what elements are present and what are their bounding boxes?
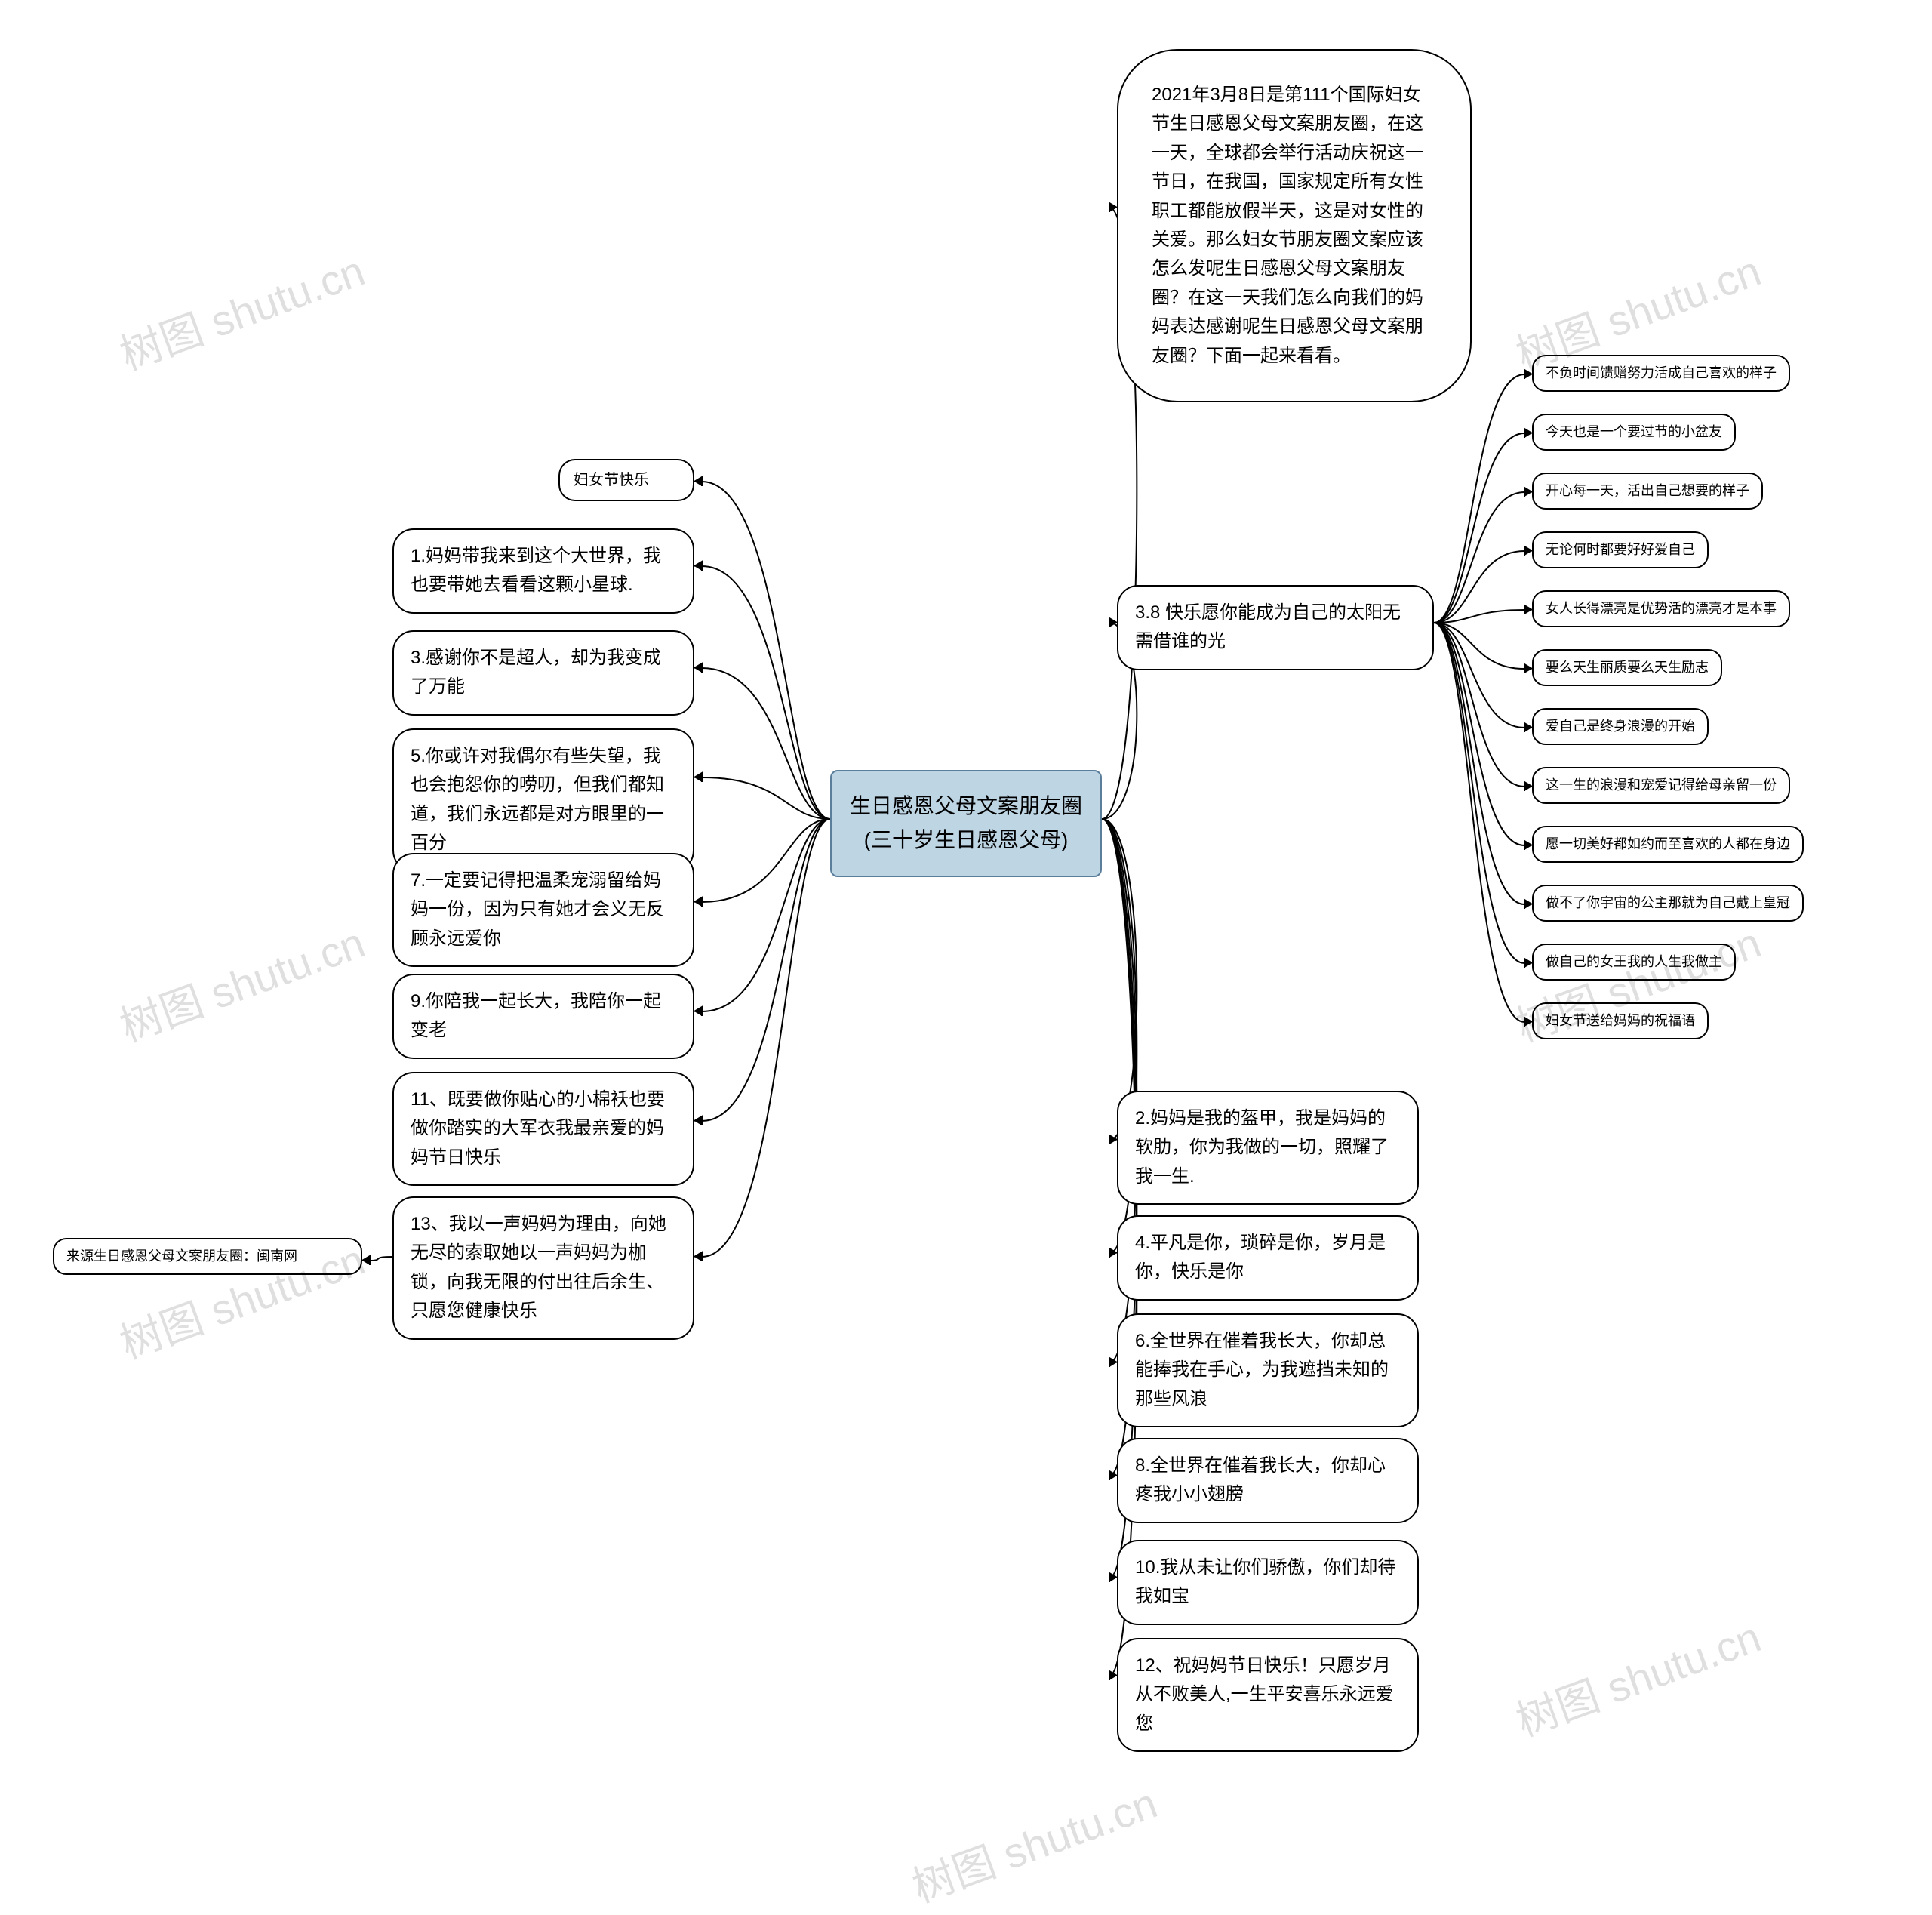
- right-bottom-5: 12、祝妈妈节日快乐！只愿岁月从不败美人,一生平安喜乐永远爱您: [1117, 1638, 1419, 1752]
- r38-child-1: 今天也是一个要过节的小盆友: [1532, 414, 1736, 451]
- watermark-2: 树图 shutu.cn: [110, 909, 372, 1054]
- r38-child-3: 无论何时都要好好爱自己: [1532, 531, 1709, 568]
- right-bottom-1: 4.平凡是你，琐碎是你，岁月是你，快乐是你: [1117, 1215, 1419, 1301]
- r38-child-2: 开心每一天，活出自己想要的样子: [1532, 473, 1763, 510]
- r38-child-8: 愿一切美好都如约而至喜欢的人都在身边: [1532, 826, 1804, 863]
- center-node: 生日感恩父母文案朋友圈(三十岁生日感恩父母): [830, 770, 1102, 877]
- r38-child-0: 不负时间馈赠努力活成自己喜欢的样子: [1532, 355, 1790, 392]
- left-node-1: 1.妈妈带我来到这个大世界，我也要带她去看看这颗小星球.: [392, 528, 694, 614]
- r38-child-6: 爱自己是终身浪漫的开始: [1532, 708, 1709, 745]
- r38-child-4: 女人长得漂亮是优势活的漂亮才是本事: [1532, 590, 1790, 627]
- r38-child-5: 要么天生丽质要么天生励志: [1532, 649, 1722, 686]
- right-bottom-3: 8.全世界在催着我长大，你却心疼我小小翅膀: [1117, 1438, 1419, 1523]
- right-bottom-0: 2.妈妈是我的盔甲，我是妈妈的软肋，你为我做的一切，照耀了我一生.: [1117, 1091, 1419, 1205]
- right-bottom-2: 6.全世界在催着我长大，你却总能捧我在手心，为我遮挡未知的那些风浪: [1117, 1313, 1419, 1427]
- r38-node: 3.8 快乐愿你能成为自己的太阳无需借谁的光: [1117, 585, 1434, 670]
- source-node: 来源生日感恩父母文案朋友圈：闽南网: [53, 1238, 362, 1275]
- left-node-2: 3.感谢你不是超人，却为我变成了万能: [392, 630, 694, 716]
- r38-child-9: 做不了你宇宙的公主那就为自己戴上皇冠: [1532, 885, 1804, 922]
- left-node-3: 5.你或许对我偶尔有些失望，我也会抱怨你的唠叨，但我们都知道，我们永远都是对方眼…: [392, 728, 694, 872]
- left-node-5: 9.你陪我一起长大，我陪你一起变老: [392, 974, 694, 1059]
- left-node-4: 7.一定要记得把温柔宠溺留给妈妈一份，因为只有她才会义无反顾永远爱你: [392, 853, 694, 967]
- r38-child-10: 做自己的女王我的人生我做主: [1532, 944, 1736, 981]
- watermark-6: 树图 shutu.cn: [1506, 1603, 1768, 1748]
- right-top-paragraph: 2021年3月8日是第111个国际妇女节生日感恩父母文案朋友圈，在这一天，全球都…: [1117, 49, 1472, 402]
- left-node-7: 13、我以一声妈妈为理由，向她无尽的索取她以一声妈妈为枷锁，向我无限的付出往后余…: [392, 1196, 694, 1340]
- r38-child-11: 妇女节送给妈妈的祝福语: [1532, 1002, 1709, 1039]
- right-bottom-4: 10.我从未让你们骄傲，你们却待我如宝: [1117, 1540, 1419, 1625]
- left-node-0: 妇女节快乐: [558, 459, 694, 501]
- r38-child-7: 这一生的浪漫和宠爱记得给母亲留一份: [1532, 767, 1790, 804]
- connectors-layer: [0, 0, 1932, 1864]
- watermark-5: 树图 shutu.cn: [903, 1769, 1164, 1914]
- left-node-6: 11、既要做你贴心的小棉袄也要做你踏实的大军衣我最亲爱的妈妈节日快乐: [392, 1072, 694, 1186]
- mindmap-canvas: 生日感恩父母文案朋友圈(三十岁生日感恩父母) 妇女节快乐 1.妈妈带我来到这个大世…: [0, 0, 1932, 1864]
- watermark-0: 树图 shutu.cn: [110, 237, 372, 382]
